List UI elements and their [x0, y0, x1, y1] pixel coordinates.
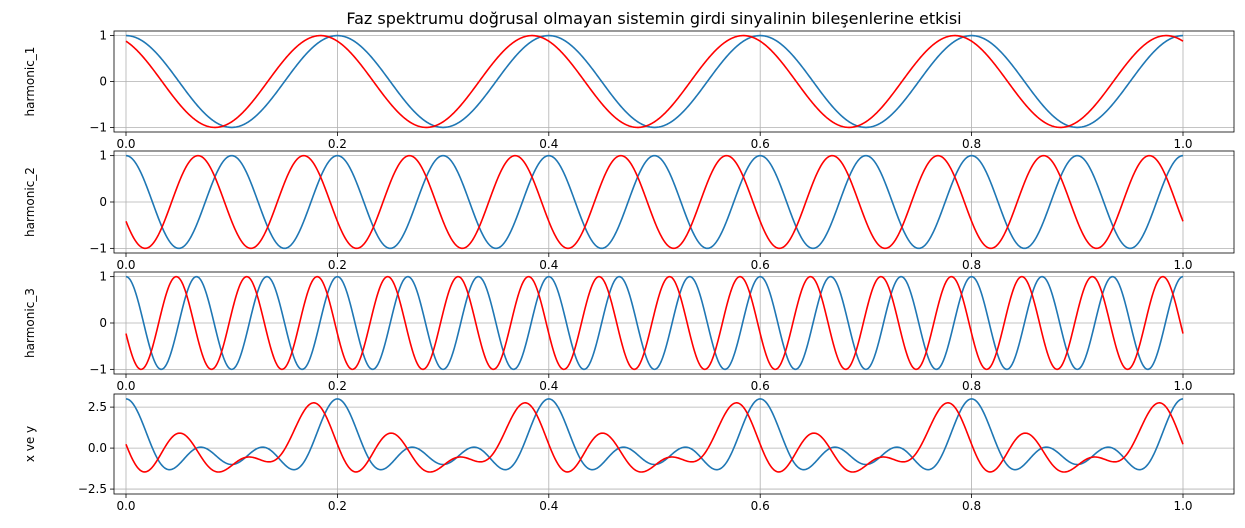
subplot-3: 0.0 0.2 0.4 0.6 0.8 1.0 1 0 −1 harmonic_3 [23, 270, 1235, 393]
y-tick-label: 0 [99, 75, 107, 89]
y-tick-label: 1 [99, 270, 107, 284]
x-tick-label: 0.6 [751, 499, 770, 513]
x-tick-label: 0.4 [539, 499, 558, 513]
y-axis-label: harmonic_1 [23, 47, 37, 117]
series-line-1 [125, 34, 1184, 129]
x-tick-label: 0.2 [328, 137, 347, 151]
x-tick-label: 0.8 [962, 379, 981, 393]
y-tick-label: −1 [89, 120, 107, 134]
x-tick-label: 0.8 [962, 258, 981, 272]
x-tick-label: 0.2 [328, 379, 347, 393]
y-tick-label: 1 [99, 149, 107, 163]
series-line-2 [125, 154, 1184, 250]
x-tick-label: 0.8 [962, 137, 981, 151]
chart-title: Faz spektrumu doğrusal olmayan sistemin … [346, 9, 961, 28]
y-axis-label: x ve y [23, 426, 37, 462]
y-tick-label: −1 [89, 241, 107, 255]
x-tick-label: 0.2 [328, 499, 347, 513]
series-line-1 [125, 275, 1184, 371]
axes-frame [113, 393, 1235, 495]
series-line-2 [125, 34, 1184, 129]
y-tick-label: 2.5 [88, 400, 107, 414]
series-line-2 [125, 275, 1184, 371]
y-axis-label: harmonic_3 [23, 288, 37, 358]
y-tick-label: 0 [99, 195, 107, 209]
x-tick-label: 0.0 [116, 137, 135, 151]
y-tick-label: −1 [89, 362, 107, 376]
x-tick-label: 0.0 [116, 499, 135, 513]
x-tick-label: 0.2 [328, 258, 347, 272]
series-line-2 [125, 402, 1184, 473]
subplot-1: 0.0 0.2 0.4 0.6 0.8 1.0 1 0 −1 harmonic_1 [23, 29, 1235, 151]
x-tick-label: 0.0 [116, 379, 135, 393]
x-tick-label: 0.4 [539, 379, 558, 393]
x-tick-label: 1.0 [1173, 499, 1192, 513]
subplot-2: 0.0 0.2 0.4 0.6 0.8 1.0 1 0 −1 harmonic_2 [23, 149, 1235, 272]
y-tick-label: −2.5 [78, 482, 107, 496]
x-tick-label: 1.0 [1173, 137, 1192, 151]
x-tick-label: 1.0 [1173, 258, 1192, 272]
x-tick-label: 0.6 [751, 137, 770, 151]
y-axis-label: harmonic_2 [23, 167, 37, 237]
x-tick-label: 0.6 [751, 258, 770, 272]
x-tick-label: 0.4 [539, 258, 558, 272]
x-tick-label: 0.6 [751, 379, 770, 393]
x-tick-label: 1.0 [1173, 379, 1192, 393]
series-line-1 [125, 398, 1184, 471]
x-tick-label: 0.4 [539, 137, 558, 151]
series-line-1 [125, 154, 1184, 250]
y-tick-label: 0.0 [88, 441, 107, 455]
x-tick-label: 0.8 [962, 499, 981, 513]
subplot-4: 0.0 0.2 0.4 0.6 0.8 1.0 2.5 0.0 −2.5 x ve y [23, 393, 1235, 513]
x-tick-label: 0.0 [116, 258, 135, 272]
y-tick-label: 1 [99, 29, 107, 43]
y-tick-label: 0 [99, 316, 107, 330]
